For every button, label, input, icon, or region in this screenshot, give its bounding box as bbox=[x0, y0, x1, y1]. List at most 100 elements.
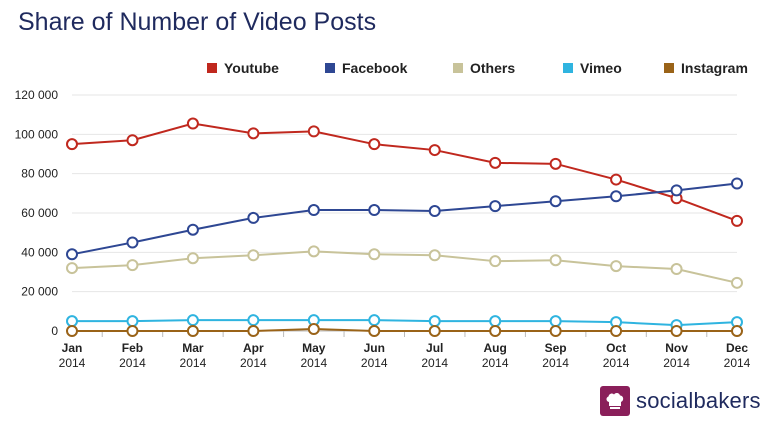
series-others bbox=[66, 245, 743, 289]
legend-label: Others bbox=[470, 60, 515, 76]
legend: Youtube Facebook Others Vimeo Instagram bbox=[207, 60, 748, 76]
legend-item-youtube[interactable]: Youtube bbox=[207, 60, 279, 76]
data-point[interactable] bbox=[126, 236, 139, 249]
x-tick-label-year: 2014 bbox=[300, 356, 327, 370]
data-point[interactable] bbox=[731, 276, 743, 289]
y-tick-label: 40 000 bbox=[21, 245, 58, 259]
data-point[interactable] bbox=[489, 325, 502, 337]
x-tick-label-month: Mar bbox=[182, 341, 204, 355]
data-point[interactable] bbox=[307, 125, 320, 138]
data-point[interactable] bbox=[428, 315, 441, 328]
data-point[interactable] bbox=[368, 138, 381, 151]
x-tick-label-month: Jan bbox=[62, 341, 83, 355]
y-tick-label: 100 000 bbox=[15, 127, 59, 141]
data-point[interactable] bbox=[428, 325, 441, 337]
legend-swatch bbox=[664, 63, 674, 73]
data-point[interactable] bbox=[247, 127, 260, 140]
data-point[interactable] bbox=[186, 325, 199, 337]
data-point[interactable] bbox=[307, 245, 320, 258]
data-point[interactable] bbox=[489, 255, 502, 268]
x-tick-label-year: 2014 bbox=[240, 356, 267, 370]
legend-item-facebook[interactable]: Facebook bbox=[325, 60, 408, 76]
data-point[interactable] bbox=[126, 259, 139, 272]
data-point[interactable] bbox=[731, 177, 743, 190]
legend-swatch bbox=[453, 63, 463, 73]
data-point[interactable] bbox=[186, 223, 199, 236]
series-instagram bbox=[66, 323, 743, 337]
data-point[interactable] bbox=[731, 214, 743, 227]
data-point[interactable] bbox=[186, 314, 199, 327]
data-point[interactable] bbox=[307, 204, 320, 217]
legend-swatch bbox=[325, 63, 335, 73]
data-point[interactable] bbox=[428, 144, 441, 157]
x-tick-label-month: Dec bbox=[726, 341, 748, 355]
legend-swatch bbox=[207, 63, 217, 73]
data-point[interactable] bbox=[549, 315, 562, 328]
data-point[interactable] bbox=[247, 325, 260, 337]
x-tick-label-month: Sep bbox=[545, 341, 567, 355]
data-point[interactable] bbox=[610, 190, 623, 203]
data-point[interactable] bbox=[428, 205, 441, 218]
x-tick-label-year: 2014 bbox=[421, 356, 448, 370]
series-vimeo bbox=[66, 314, 743, 332]
series-line bbox=[71, 182, 738, 256]
data-point[interactable] bbox=[66, 248, 78, 261]
y-tick-label: 120 000 bbox=[15, 88, 59, 102]
x-tick-label-year: 2014 bbox=[361, 356, 388, 370]
y-tick-label: 0 bbox=[51, 324, 58, 338]
x-tick-label-year: 2014 bbox=[482, 356, 509, 370]
series-line bbox=[72, 319, 738, 327]
data-point[interactable] bbox=[549, 157, 562, 170]
data-point[interactable] bbox=[368, 325, 381, 337]
x-tick-label-month: Nov bbox=[665, 341, 688, 355]
data-point[interactable] bbox=[368, 314, 381, 327]
axes: 0 20 000 40 000 60 000 80 000 100 000 120 000 J… bbox=[15, 88, 751, 370]
data-point[interactable] bbox=[428, 249, 441, 262]
data-point[interactable] bbox=[66, 325, 78, 337]
data-point[interactable] bbox=[186, 252, 199, 265]
data-point[interactable] bbox=[549, 325, 562, 337]
data-point[interactable] bbox=[307, 323, 320, 336]
legend-label: Vimeo bbox=[580, 60, 622, 76]
x-tick-label-month: Jul bbox=[426, 341, 443, 355]
data-point[interactable] bbox=[186, 117, 199, 130]
data-point[interactable] bbox=[368, 248, 381, 261]
data-point[interactable] bbox=[670, 325, 683, 337]
legend-item-others[interactable]: Others bbox=[453, 60, 515, 76]
data-point[interactable] bbox=[66, 315, 78, 328]
chef-hat-icon bbox=[600, 386, 630, 416]
legend-item-vimeo[interactable]: Vimeo bbox=[563, 60, 622, 76]
data-point[interactable] bbox=[66, 262, 78, 275]
data-point[interactable] bbox=[247, 211, 260, 224]
data-point[interactable] bbox=[247, 249, 260, 262]
x-tick-label-month: Aug bbox=[484, 341, 507, 355]
data-point[interactable] bbox=[66, 138, 78, 151]
brand-name: socialbakers bbox=[636, 388, 761, 413]
data-point[interactable] bbox=[670, 184, 683, 197]
x-tick-label-month: Jun bbox=[364, 341, 385, 355]
data-point[interactable] bbox=[549, 195, 562, 208]
x-tick-label-year: 2014 bbox=[180, 356, 207, 370]
data-point[interactable] bbox=[247, 314, 260, 327]
x-tick-label-year: 2014 bbox=[119, 356, 146, 370]
data-point[interactable] bbox=[610, 173, 623, 186]
data-point[interactable] bbox=[610, 260, 623, 273]
data-point[interactable] bbox=[549, 254, 562, 267]
data-point[interactable] bbox=[731, 325, 743, 337]
data-point[interactable] bbox=[610, 325, 623, 337]
data-point[interactable] bbox=[126, 315, 139, 328]
data-point[interactable] bbox=[489, 315, 502, 328]
x-tick-label-month: Feb bbox=[122, 341, 143, 355]
data-point[interactable] bbox=[126, 134, 139, 147]
data-point[interactable] bbox=[670, 263, 683, 276]
x-tick-label-year: 2014 bbox=[542, 356, 569, 370]
data-point[interactable] bbox=[126, 325, 139, 337]
data-point[interactable] bbox=[489, 200, 502, 213]
data-point[interactable] bbox=[489, 156, 502, 169]
x-tick-label-year: 2014 bbox=[724, 356, 751, 370]
data-point[interactable] bbox=[368, 204, 381, 217]
legend-item-instagram[interactable]: Instagram bbox=[664, 60, 748, 76]
series-line bbox=[71, 122, 738, 222]
x-tick-label-month: Oct bbox=[606, 341, 626, 355]
